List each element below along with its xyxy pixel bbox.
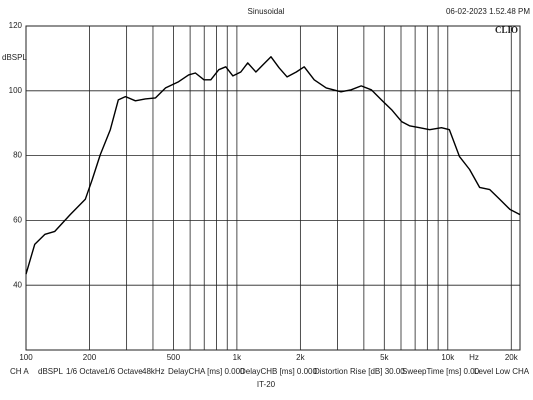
response-line [25, 56, 521, 275]
footer-item: Distortion Rise [dB] 30.00 [314, 367, 405, 376]
y-tick-label: 60 [13, 216, 22, 225]
footer-item: CH A [10, 367, 29, 376]
footer-item: Level Low CHA [474, 367, 530, 376]
x-tick-label: 2k [296, 353, 305, 362]
x-tick-label: 500 [167, 353, 181, 362]
y-tick-label: 100 [9, 86, 23, 95]
footer-item: 1/6 Octave [104, 367, 143, 376]
timestamp: 06-02-2023 1.52.48 PM [446, 7, 530, 16]
y-axis-label: dBSPL [2, 53, 27, 62]
x-tick-label: 200 [83, 353, 97, 362]
y-tick-label: 120 [9, 21, 23, 30]
footer-item: 1/6 Octave [66, 367, 105, 376]
footer-item: 48kHz [142, 367, 165, 376]
x-tick-label: 10k [441, 353, 455, 362]
x-tick-label: 5k [380, 353, 389, 362]
x-tick-label: 1k [233, 353, 242, 362]
model-label: IT-20 [257, 380, 276, 389]
footer-item: DelayCHA [ms] 0.000 [168, 367, 245, 376]
footer-item: DelayCHB [ms] 0.000 [240, 367, 317, 376]
x-unit: Hz [469, 353, 479, 362]
x-tick-label: 20k [505, 353, 519, 362]
footer-item: SweepTime [ms] 0.00 [402, 367, 480, 376]
x-tick-label: 100 [19, 353, 33, 362]
chart-title: Sinusoidal [248, 7, 285, 16]
y-tick-label: 80 [13, 151, 22, 160]
y-tick-label: 40 [13, 280, 22, 289]
brand-logo: CLIO [495, 25, 518, 35]
footer-item: dBSPL [38, 367, 63, 376]
plot-frame [25, 25, 521, 351]
